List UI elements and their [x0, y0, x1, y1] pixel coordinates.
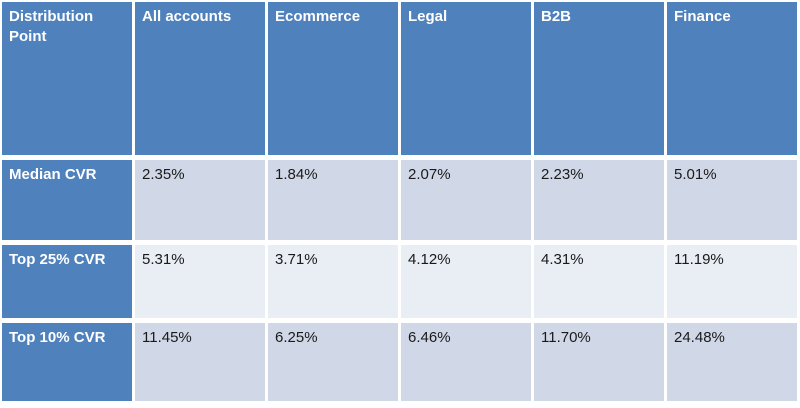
column-header-all-accounts: All accounts	[135, 2, 265, 155]
table-cell-top25-finance: 11.19%	[667, 245, 797, 318]
row-header-top-10-cvr: Top 10% CVR	[2, 323, 132, 401]
table-cell-top25-all-accounts: 5.31%	[135, 245, 265, 318]
table-cell-top25-legal: 4.12%	[401, 245, 531, 318]
table-cell-median-legal: 2.07%	[401, 160, 531, 240]
column-header-distribution-point: Distribution Point	[2, 2, 132, 155]
table-cell-top10-all-accounts: 11.45%	[135, 323, 265, 401]
table-cell-top25-ecommerce: 3.71%	[268, 245, 398, 318]
column-header-finance: Finance	[667, 2, 797, 155]
table-cell-top25-b2b: 4.31%	[534, 245, 664, 318]
table-cell-top10-finance: 24.48%	[667, 323, 797, 401]
row-header-top-25-cvr: Top 25% CVR	[2, 245, 132, 318]
row-header-median-cvr: Median CVR	[2, 160, 132, 240]
table-cell-median-ecommerce: 1.84%	[268, 160, 398, 240]
cvr-table: Distribution Point All accounts Ecommerc…	[2, 2, 797, 401]
table-cell-median-finance: 5.01%	[667, 160, 797, 240]
column-header-ecommerce: Ecommerce	[268, 2, 398, 155]
table-cell-top10-ecommerce: 6.25%	[268, 323, 398, 401]
column-header-b2b: B2B	[534, 2, 664, 155]
table-cell-median-all-accounts: 2.35%	[135, 160, 265, 240]
table-cell-median-b2b: 2.23%	[534, 160, 664, 240]
column-header-legal: Legal	[401, 2, 531, 155]
table-cell-top10-legal: 6.46%	[401, 323, 531, 401]
table-cell-top10-b2b: 11.70%	[534, 323, 664, 401]
